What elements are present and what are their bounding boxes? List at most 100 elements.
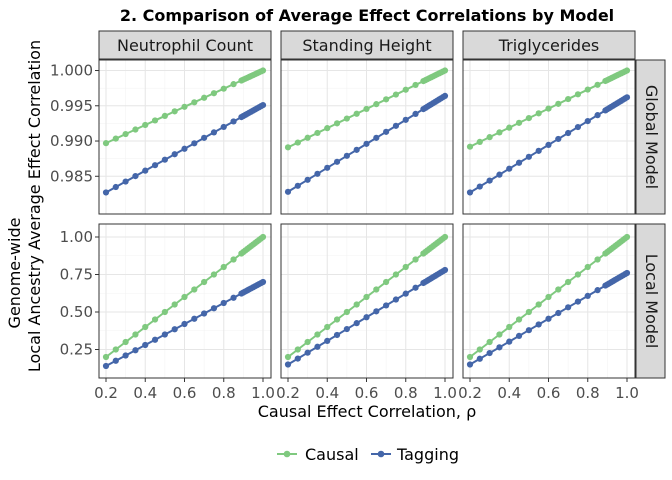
x-tick-label: 0.8 bbox=[212, 384, 236, 402]
data-point-causal bbox=[574, 91, 582, 98]
x-tick-label: 0.6 bbox=[173, 384, 197, 402]
data-point-causal bbox=[304, 338, 311, 346]
data-point-tagging bbox=[545, 141, 552, 148]
data-point-causal bbox=[392, 91, 400, 98]
data-point-tagging bbox=[102, 362, 110, 370]
data-point-tagging bbox=[181, 145, 188, 152]
data-point-tagging bbox=[191, 315, 198, 322]
data-point-tagging bbox=[343, 152, 350, 159]
data-point-causal bbox=[373, 101, 380, 108]
data-point-causal bbox=[142, 121, 149, 129]
x-tick-label: 1.0 bbox=[615, 384, 639, 402]
data-point-tagging bbox=[412, 284, 419, 291]
data-point-tagging bbox=[151, 162, 159, 169]
data-point-tagging bbox=[506, 165, 513, 172]
data-point-tagging bbox=[555, 309, 562, 317]
data-point-causal bbox=[259, 233, 267, 241]
data-point-tagging bbox=[486, 177, 493, 184]
data-point-tagging bbox=[343, 325, 350, 333]
data-point-causal bbox=[496, 331, 503, 338]
data-point-causal bbox=[476, 346, 483, 353]
data-point-causal bbox=[402, 86, 409, 93]
data-point-causal bbox=[142, 323, 149, 331]
data-point-causal bbox=[122, 338, 129, 346]
data-point-tagging bbox=[230, 118, 237, 125]
x-tick-label: 1.0 bbox=[251, 384, 275, 402]
data-point-causal bbox=[151, 117, 159, 124]
x-tick-label: 0.4 bbox=[315, 384, 339, 402]
facet-label-col: Neutrophil Count bbox=[117, 36, 253, 55]
data-point-causal bbox=[506, 323, 513, 331]
data-point-causal bbox=[333, 120, 341, 127]
data-point-tagging bbox=[161, 156, 168, 163]
data-point-tagging bbox=[392, 122, 400, 129]
data-point-causal bbox=[412, 81, 419, 89]
data-point-tagging bbox=[574, 298, 582, 305]
data-point-causal bbox=[210, 271, 218, 278]
x-tick-label: 0.8 bbox=[394, 384, 418, 402]
data-point-causal bbox=[284, 144, 292, 151]
data-point-tagging bbox=[230, 294, 237, 301]
data-point-causal bbox=[151, 316, 159, 323]
data-point-tagging bbox=[486, 349, 493, 357]
legend-key-point bbox=[283, 450, 291, 458]
data-point-tagging bbox=[476, 355, 483, 362]
data-point-causal bbox=[343, 115, 350, 122]
data-point-tagging bbox=[314, 170, 321, 177]
data-point-tagging bbox=[284, 361, 292, 368]
data-point-tagging bbox=[294, 182, 301, 189]
data-point-tagging bbox=[392, 296, 400, 303]
data-point-causal bbox=[402, 263, 409, 271]
data-point-causal bbox=[594, 256, 601, 263]
data-point-causal bbox=[515, 316, 523, 323]
data-point-tagging bbox=[171, 151, 178, 158]
panel-border bbox=[462, 59, 636, 215]
data-point-tagging bbox=[496, 344, 503, 351]
data-point-causal bbox=[112, 135, 119, 142]
data-point-tagging bbox=[535, 147, 542, 154]
data-point-tagging bbox=[210, 305, 218, 312]
data-point-causal bbox=[486, 338, 493, 346]
y-tick-label: 0.75 bbox=[60, 266, 93, 284]
data-point-causal bbox=[210, 90, 218, 97]
data-point-causal bbox=[623, 233, 631, 241]
facet-label-row: Local Model bbox=[642, 254, 661, 349]
data-point-tagging bbox=[363, 140, 370, 147]
x-tick-label: 0.2 bbox=[276, 384, 300, 402]
data-point-tagging bbox=[181, 320, 188, 328]
data-point-causal bbox=[122, 130, 129, 138]
data-point-causal bbox=[132, 331, 139, 338]
data-point-causal bbox=[201, 278, 208, 286]
data-point-tagging bbox=[112, 183, 119, 191]
data-point-tagging bbox=[304, 349, 311, 356]
data-point-tagging bbox=[259, 278, 267, 286]
data-point-tagging bbox=[476, 183, 483, 190]
data-point-tagging bbox=[545, 315, 552, 322]
data-point-causal bbox=[284, 353, 292, 361]
data-point-causal bbox=[535, 110, 542, 117]
data-point-causal bbox=[230, 81, 237, 88]
y-tick-label: 0.990 bbox=[50, 132, 93, 150]
data-point-causal bbox=[324, 125, 331, 132]
data-point-causal bbox=[220, 85, 227, 92]
y-tick-label: 0.995 bbox=[50, 97, 93, 115]
x-tick-label: 0.4 bbox=[133, 384, 157, 402]
data-point-causal bbox=[545, 105, 552, 112]
x-tick-label: 0.4 bbox=[497, 384, 521, 402]
data-point-tagging bbox=[210, 129, 218, 136]
data-point-tagging bbox=[515, 159, 523, 166]
data-point-causal bbox=[515, 119, 523, 126]
data-point-tagging bbox=[594, 112, 601, 119]
data-point-causal bbox=[412, 256, 419, 263]
data-point-tagging bbox=[333, 331, 341, 339]
data-point-tagging bbox=[373, 134, 380, 141]
data-point-causal bbox=[496, 129, 503, 136]
data-point-tagging bbox=[525, 327, 532, 334]
x-tick-label: 0.2 bbox=[94, 384, 118, 402]
y-axis-title-line2: Local Ancestry Average Effect Correlatio… bbox=[25, 40, 44, 372]
data-point-causal bbox=[555, 286, 562, 293]
data-point-causal bbox=[486, 134, 493, 141]
facet-label-row: Global Model bbox=[642, 85, 661, 189]
data-point-causal bbox=[181, 103, 188, 110]
